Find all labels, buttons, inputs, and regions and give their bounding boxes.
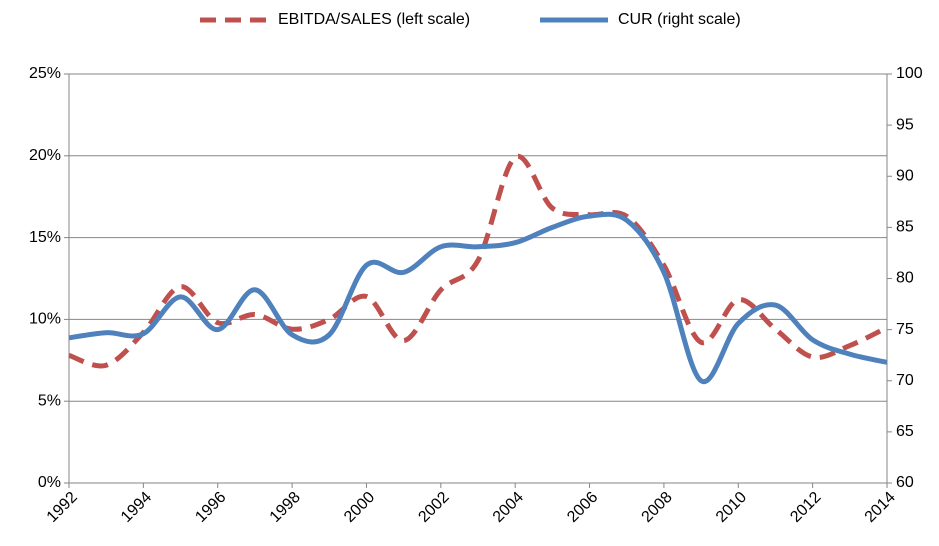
y2-tick-label: 70 [896,372,914,389]
series-line [68,211,888,385]
x-tick-label: 1998 [267,489,304,526]
legend-label: EBITDA/SALES (left scale) [278,11,470,28]
x-tick-label: 1994 [118,489,155,526]
y2-tick-label: 60 [896,474,914,491]
y-tick-label: 10% [29,311,61,328]
y2-tick-label: 100 [896,65,923,82]
x-tick-label: 2004 [490,489,527,526]
x-tick-label: 2008 [639,489,676,526]
x-tick-label: 2014 [862,489,899,526]
y2-tick-label: 95 [896,116,914,133]
y2-tick-label: 80 [896,270,914,287]
y-tick-label: 15% [29,229,61,246]
x-tick-label: 1996 [192,489,229,526]
x-tick-label: 2012 [787,489,824,526]
y-tick-label: 0% [38,474,61,491]
y2-tick-label: 90 [896,167,914,184]
x-tick-label: 2006 [564,489,601,526]
y-tick-label: 20% [29,147,61,164]
y2-tick-label: 85 [896,219,914,236]
x-tick-label: 2002 [415,489,452,526]
x-tick-label: 1992 [44,489,81,526]
legend-label: CUR (right scale) [618,11,741,28]
y2-tick-label: 75 [896,321,914,338]
series-line [68,153,889,369]
x-tick-label: 2000 [341,489,378,526]
x-tick-label: 2010 [713,489,750,526]
y2-tick-label: 65 [896,423,914,440]
y-tick-label: 25% [29,65,61,82]
y-tick-label: 5% [38,392,61,409]
